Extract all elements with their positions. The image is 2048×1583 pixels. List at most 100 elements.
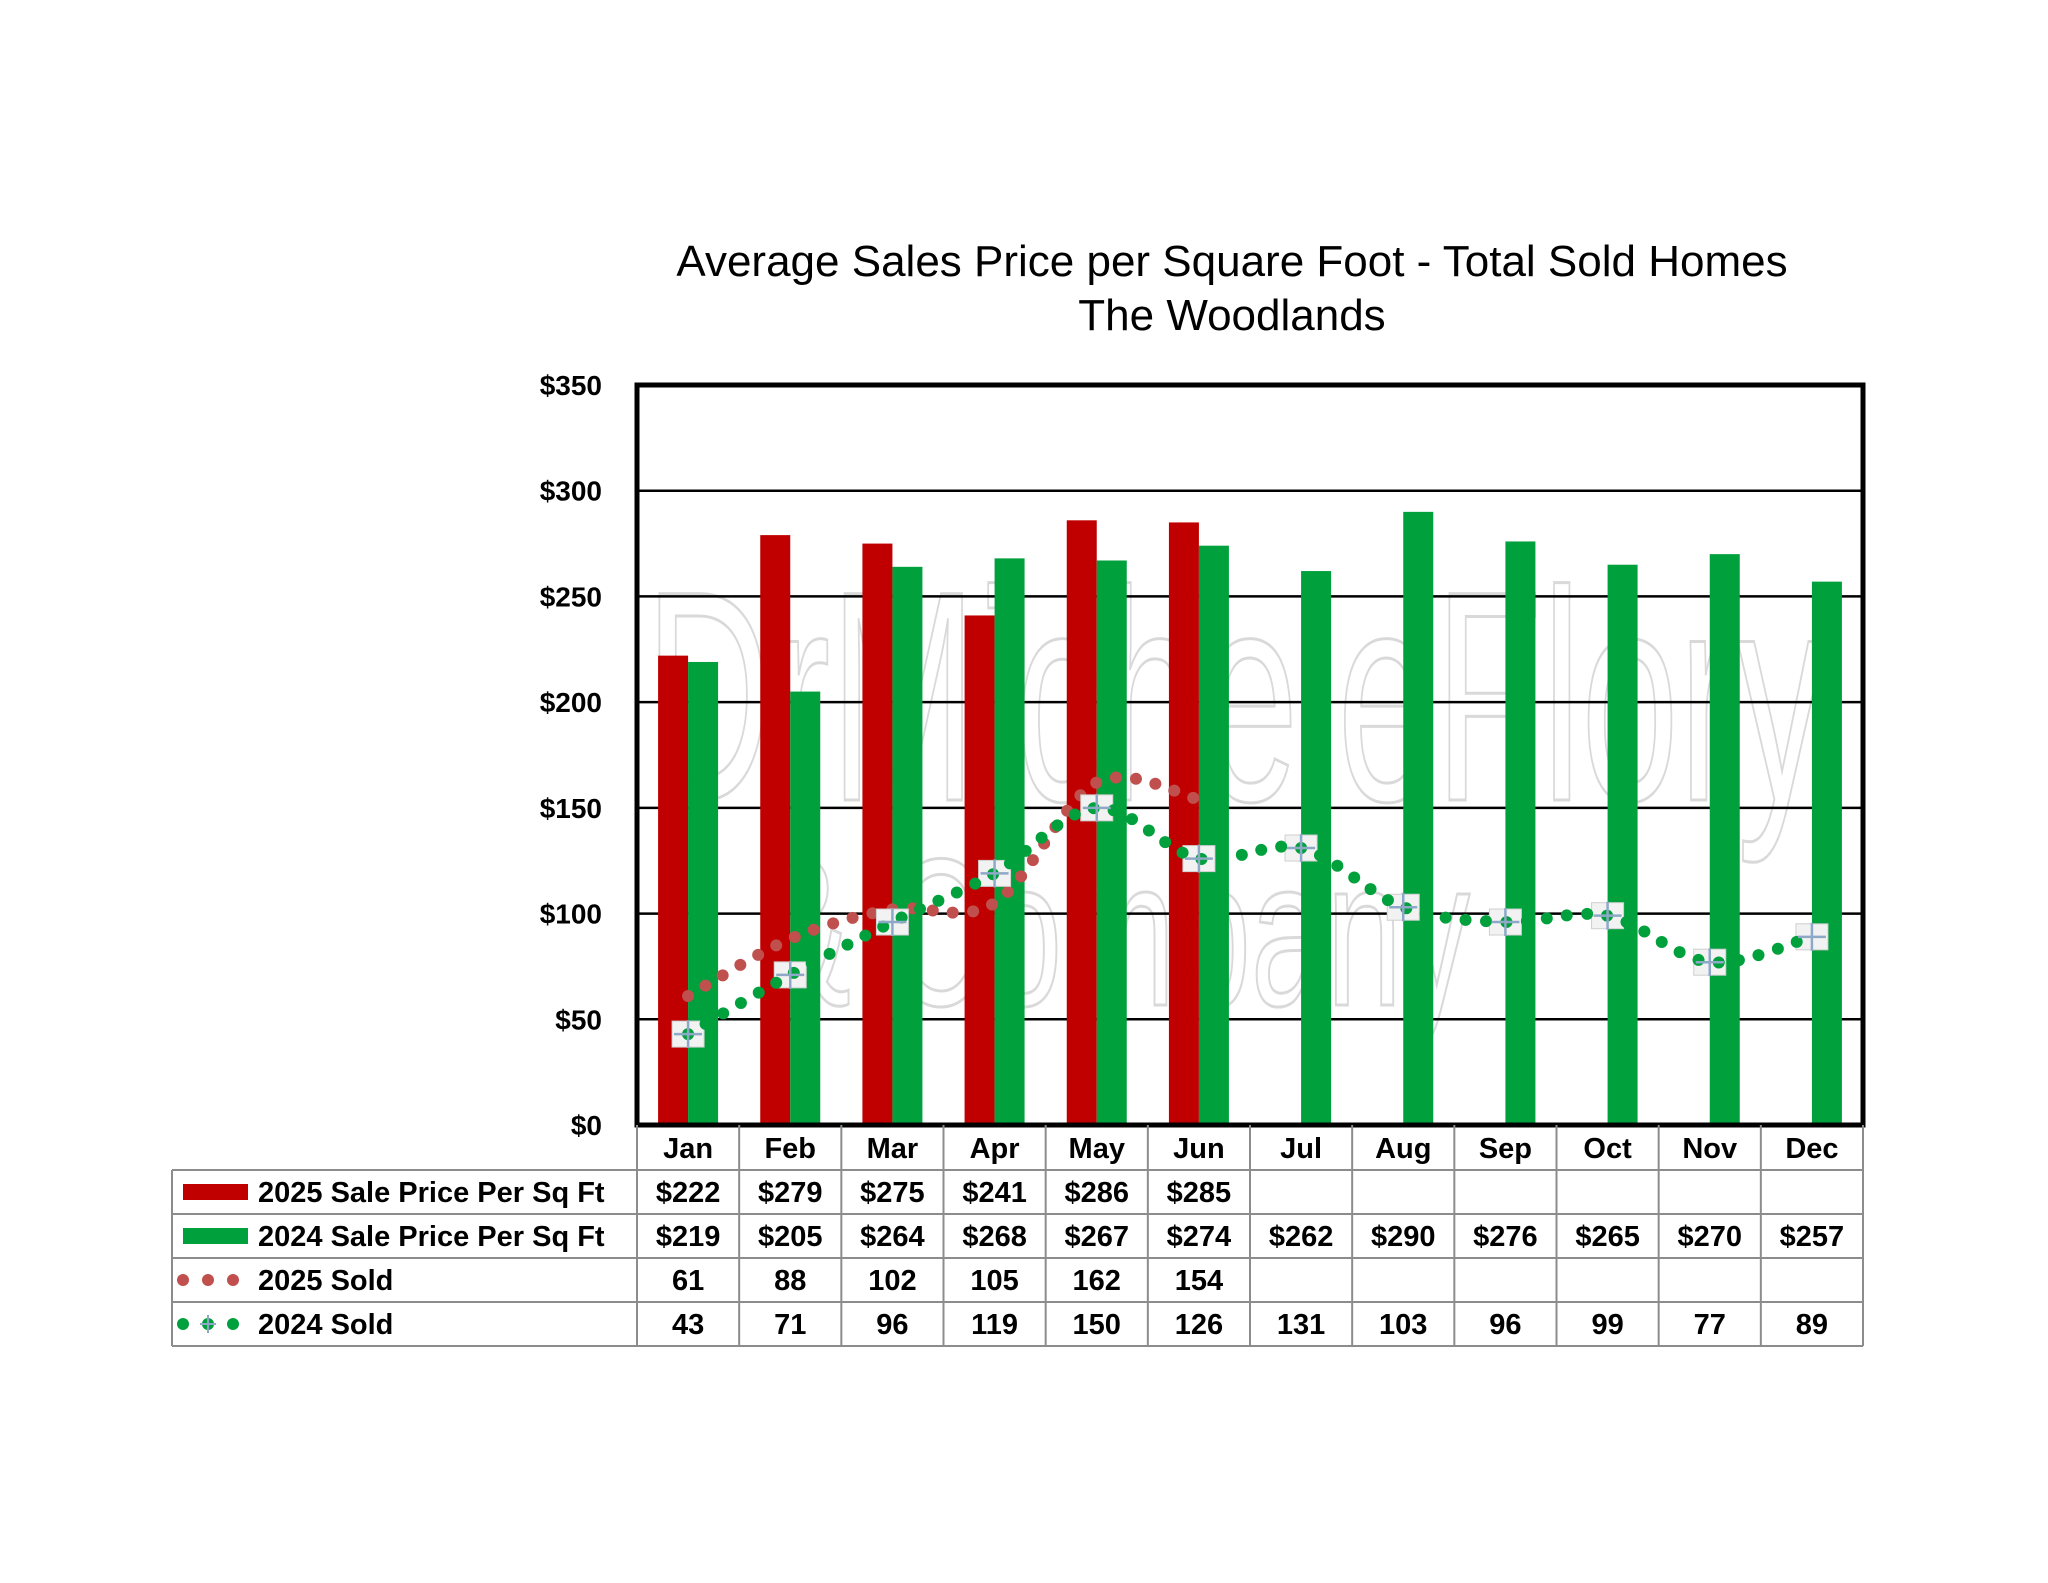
- y-tick-label: $350: [540, 370, 602, 401]
- legend-key-dot: [177, 1318, 189, 1330]
- sold-dot: [1142, 824, 1155, 837]
- bar: [1811, 581, 1842, 1125]
- bar: [1198, 545, 1229, 1125]
- legend-label: 2025 Sale Price Per Sq Ft: [258, 1177, 605, 1209]
- data-label: 162: [1073, 1265, 1121, 1297]
- sold-dot: [752, 948, 765, 961]
- data-label: $275: [860, 1177, 925, 1209]
- sold-dot: [1348, 871, 1361, 884]
- sold-dot: [1620, 916, 1633, 929]
- data-label: $257: [1780, 1221, 1845, 1253]
- sold-dot: [1275, 840, 1288, 853]
- data-label: 126: [1175, 1309, 1223, 1341]
- sold-dot: [1752, 949, 1765, 962]
- legend-label: 2024 Sale Price Per Sq Ft: [258, 1221, 605, 1253]
- data-label: $285: [1167, 1177, 1232, 1209]
- sold-dot: [827, 917, 840, 930]
- bar: [658, 655, 689, 1125]
- sold-dot: [1176, 846, 1189, 859]
- data-label: 89: [1796, 1309, 1828, 1341]
- legend-key-dot: [177, 1274, 189, 1286]
- bar: [1066, 520, 1097, 1125]
- sold-dot: [967, 905, 980, 918]
- sold-dot: [1313, 849, 1326, 862]
- sold-dot: [1159, 836, 1172, 849]
- sold-dot: [1026, 854, 1039, 867]
- sold-dot: [1732, 954, 1745, 967]
- sold-dot: [1001, 885, 1014, 898]
- sold-dot: [807, 923, 820, 936]
- data-label: 119: [971, 1309, 1018, 1341]
- sold-dot: [734, 997, 747, 1010]
- data-label: $262: [1269, 1221, 1334, 1253]
- sold-dot: [1419, 907, 1432, 920]
- sold-dot: [1364, 883, 1377, 896]
- sold-dot: [1331, 859, 1344, 872]
- sold-dot: [895, 911, 908, 924]
- data-label: $205: [758, 1221, 823, 1253]
- data-label: 61: [672, 1265, 704, 1297]
- data-label: 99: [1591, 1309, 1623, 1341]
- legend-label: 2024 Sold: [258, 1309, 393, 1341]
- data-label: $268: [962, 1221, 1027, 1253]
- sold-dot: [1149, 777, 1162, 790]
- sold-dot: [788, 931, 801, 944]
- y-tick-label: $0: [571, 1110, 602, 1141]
- sold-dot: [1035, 831, 1048, 844]
- sold-dot: [716, 969, 729, 982]
- sold-dot: [1480, 915, 1493, 928]
- y-axis: $0 $50 $100 $150 $200 $250 $300 $350: [540, 370, 602, 1141]
- data-label: 77: [1694, 1309, 1726, 1341]
- x-tick-label: Jun: [1173, 1133, 1225, 1165]
- x-tick-label: Feb: [764, 1133, 816, 1165]
- sold-dot: [1129, 772, 1142, 785]
- watermark-logo: DrMicheleFlory & Company: [644, 527, 1827, 1052]
- sold-dot: [841, 938, 854, 951]
- data-label: $290: [1371, 1221, 1436, 1253]
- data-label: 88: [774, 1265, 806, 1297]
- sold-dot: [1459, 913, 1472, 926]
- sold-dot: [914, 903, 927, 916]
- sold-dot: [1439, 911, 1452, 924]
- data-label: $219: [656, 1221, 721, 1253]
- sold-dot: [986, 898, 999, 911]
- series-2024-sold: [671, 793, 1829, 1049]
- sold-lines: [671, 771, 1829, 1049]
- chart-title: Average Sales Price per Square Foot - To…: [676, 237, 1787, 286]
- data-label: 96: [876, 1309, 908, 1341]
- data-label: 105: [970, 1265, 1018, 1297]
- data-label: 102: [868, 1265, 916, 1297]
- sold-dot: [823, 947, 836, 960]
- data-table: Jan Feb Mar Apr May Jun Jul Aug Sep Oct Nov Dec 2025…: [171, 1125, 1864, 1347]
- sold-dot: [1771, 942, 1784, 955]
- data-label: $222: [656, 1177, 721, 1209]
- sold-dot: [734, 958, 747, 971]
- bar: [994, 558, 1025, 1125]
- sold-dot: [1125, 813, 1138, 826]
- bar: [1505, 541, 1536, 1125]
- x-tick-label: Nov: [1682, 1133, 1737, 1165]
- x-tick-label: Sep: [1479, 1133, 1532, 1165]
- sold-dot: [1003, 857, 1016, 870]
- data-label: $274: [1167, 1221, 1232, 1253]
- x-tick-label: Aug: [1375, 1133, 1431, 1165]
- data-label: 154: [1175, 1265, 1223, 1297]
- data-label: 103: [1379, 1309, 1427, 1341]
- sold-dot: [969, 877, 982, 890]
- bar: [1096, 560, 1127, 1125]
- data-label: 43: [672, 1309, 704, 1341]
- sold-dot: [699, 979, 712, 992]
- y-tick-label: $300: [540, 476, 602, 507]
- sold-dot: [1540, 912, 1553, 925]
- sold-dot: [1235, 848, 1248, 861]
- sold-dot: [805, 957, 818, 970]
- sold-dot: [682, 990, 695, 1003]
- sold-dot: [1692, 953, 1705, 966]
- bar: [790, 691, 821, 1125]
- y-tick-label: $250: [540, 581, 602, 612]
- data-label: $264: [860, 1221, 925, 1253]
- legend-key-bar: [183, 1184, 248, 1200]
- legend-label: 2025 Sold: [258, 1265, 393, 1297]
- x-tick-label: Jan: [663, 1133, 713, 1165]
